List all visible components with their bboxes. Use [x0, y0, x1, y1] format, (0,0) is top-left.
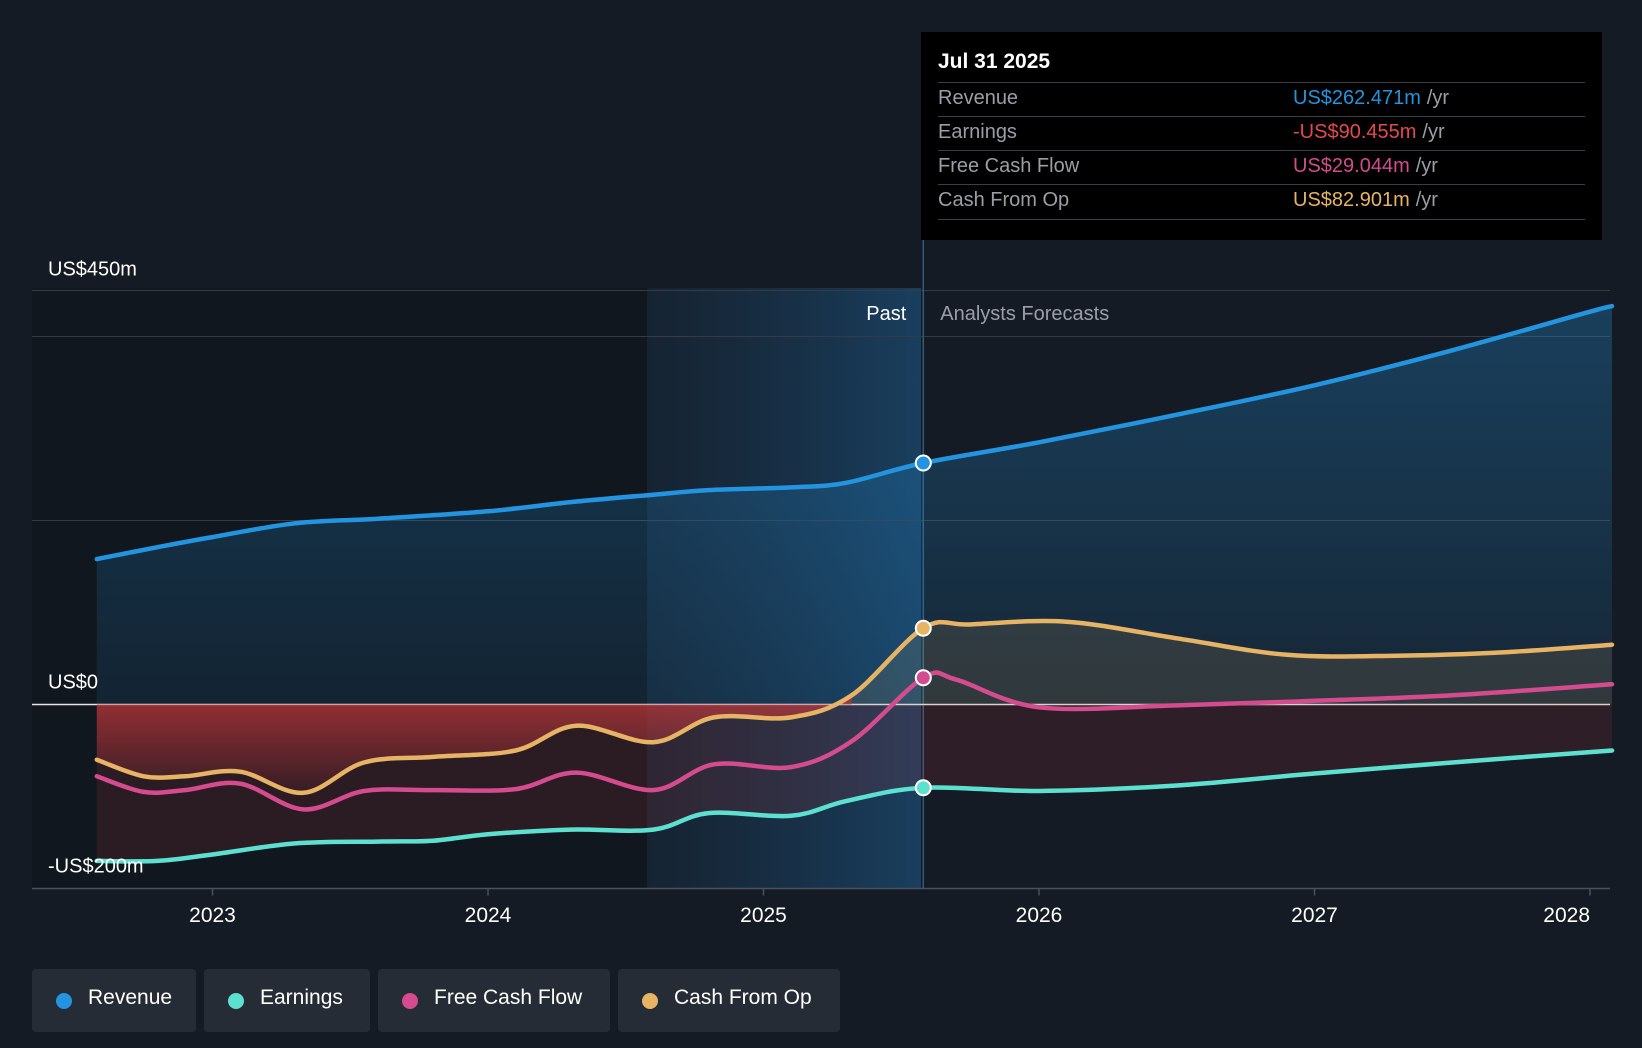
x-axis-tick-label: 2026 [1016, 904, 1063, 927]
legend-label: Free Cash Flow [434, 986, 583, 1009]
y-axis-label: US$0 [48, 672, 98, 694]
legend-item-free-cash-flow[interactable]: Free Cash Flow [378, 969, 610, 1032]
tooltip-label: Revenue [938, 87, 1019, 109]
legend-dot [56, 993, 72, 1009]
y-axis-label: US$450m [48, 259, 137, 281]
x-axis-tick-label: 2024 [465, 904, 512, 927]
legend-dot [402, 993, 418, 1009]
tooltip-row-revenue: Revenue US$262.471m/yr [938, 82, 1585, 117]
x-axis-tick-label: 2027 [1291, 904, 1338, 927]
tooltip-unit: /yr [1426, 87, 1450, 109]
legend-label: Earnings [260, 986, 343, 1009]
x-axis-tick-label: 2023 [189, 904, 236, 927]
tooltip-row-earnings: Earnings -US$90.455m/yr [938, 116, 1585, 151]
x-axis-tick-label: 2025 [740, 904, 787, 927]
tooltip-row-free-cash-flow: Free Cash Flow US$29.044m/yr [938, 150, 1585, 185]
legend-label: Cash From Op [674, 986, 812, 1009]
revenue-marker [914, 454, 932, 472]
tooltip-row-cash-from-op: Cash From Op US$82.901m/yr [938, 184, 1585, 220]
cash-from-op-area [851, 620, 1613, 705]
y-axis-label: -US$200m [48, 856, 144, 878]
cash-from-op-marker [914, 619, 932, 637]
free-cash-flow-marker [914, 669, 932, 687]
revenue-line [94, 303, 1615, 562]
free-cash-flow-line [94, 670, 1615, 812]
tooltip-label: Earnings [938, 121, 1017, 143]
cash-from-op-negative-area [96, 695, 852, 793]
legend-dot [228, 993, 244, 1009]
earnings-area [96, 704, 1613, 862]
tooltip-unit: /yr [1422, 121, 1445, 143]
earnings-line [94, 748, 1615, 864]
legend-item-cash-from-op[interactable]: Cash From Op [618, 969, 840, 1032]
tooltip-value-earnings: -US$90.455m [1293, 121, 1417, 143]
tooltip: Jul 31 2025 Revenue US$262.471m/yr Earni… [921, 32, 1602, 240]
x-axis-tick-label: 2028 [1543, 904, 1590, 927]
tooltip-label: Free Cash Flow [938, 155, 1080, 177]
cash-from-op-line [94, 618, 1615, 796]
past-label: Past [866, 303, 906, 325]
tooltip-date: Jul 31 2025 [938, 50, 1051, 73]
tooltip-value-revenue: US$262.471m [1293, 87, 1421, 109]
forecast-label: Analysts Forecasts [940, 303, 1109, 325]
legend-label: Revenue [88, 986, 173, 1009]
tooltip-value-cash-from-op: US$82.901m [1293, 189, 1410, 211]
earnings-marker [914, 779, 932, 797]
tooltip-unit: /yr [1415, 155, 1438, 177]
revenue-area [96, 306, 1613, 705]
tooltip-label: Cash From Op [938, 189, 1070, 211]
tooltip-value-free-cash-flow: US$29.044m [1293, 155, 1410, 177]
legend-item-revenue[interactable]: Revenue [32, 969, 196, 1032]
tooltip-unit: /yr [1415, 189, 1438, 211]
legend-dot [642, 993, 658, 1009]
legend-item-earnings[interactable]: Earnings [204, 969, 370, 1032]
